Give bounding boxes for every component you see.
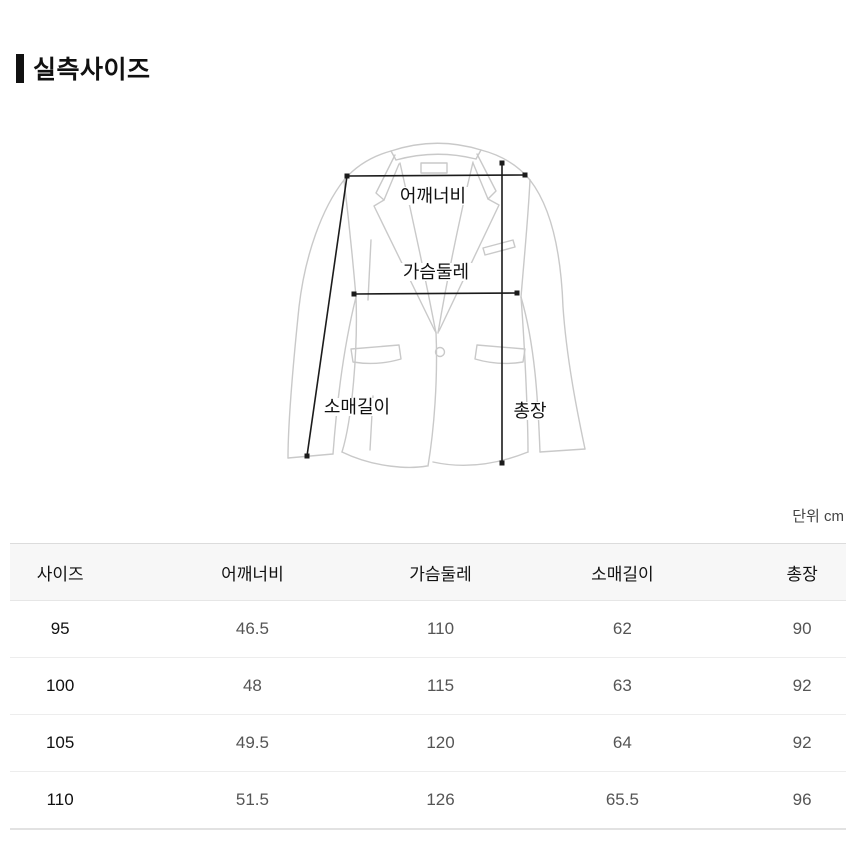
front-edge — [427, 331, 438, 467]
value-cell: 115 — [394, 657, 487, 715]
header-cell-length: 총장 — [758, 543, 846, 601]
marker — [522, 172, 528, 178]
value-cell: 51.5 — [110, 771, 395, 830]
hem-left-front — [341, 451, 428, 469]
marker — [499, 160, 505, 166]
table-header-row: 사이즈 어깨너비 가슴둘레 소매길이 총장 — [10, 543, 846, 601]
collar-end-left — [390, 150, 397, 161]
lapel-left-outer — [373, 199, 436, 332]
size-cell: 110 — [10, 771, 111, 830]
cuff-right — [539, 448, 586, 453]
value-cell: 92 — [758, 714, 846, 772]
value-cell: 62 — [486, 600, 759, 658]
measurement-lines — [306, 163, 526, 463]
size-cell: 100 — [10, 657, 111, 715]
value-cell: 126 — [394, 771, 487, 830]
sleeve-right-inner — [520, 296, 541, 453]
measurement-markers — [304, 160, 528, 466]
sleeve-length-label: 소매길이 — [324, 397, 390, 417]
table-row: 105 49.5 120 64 92 — [10, 714, 846, 772]
table-row: 95 46.5 110 62 90 — [10, 600, 846, 658]
table-row: 110 51.5 126 65.5 96 — [10, 771, 846, 830]
value-cell: 64 — [486, 714, 759, 772]
label-bg-sleeve — [322, 398, 392, 416]
header-cell-size: 사이즈 — [10, 543, 111, 601]
breast-pocket — [482, 239, 516, 256]
header-cell-sleeve: 소매길이 — [486, 543, 759, 601]
pocket-flap-left — [350, 344, 402, 365]
label-bg-chest — [400, 263, 472, 281]
value-cell: 96 — [758, 771, 846, 830]
garment-diagram: 어깨너비 가슴둘레 소매길이 총장 — [287, 142, 586, 469]
size-cell: 95 — [10, 600, 111, 658]
marker — [351, 291, 357, 297]
collar-brand-label — [420, 162, 448, 174]
size-cell: 105 — [10, 714, 111, 772]
size-table: 사이즈 어깨너비 가슴둘레 소매길이 총장 95 46.5 110 62 90 … — [10, 543, 846, 830]
marker — [304, 453, 310, 459]
lapel-left-roll — [399, 162, 437, 334]
jacket-outline — [287, 142, 586, 469]
marker — [514, 290, 520, 296]
chest-line — [353, 292, 518, 295]
label-backgrounds — [322, 187, 550, 420]
hem-right-front — [432, 451, 529, 466]
value-cell: 46.5 — [110, 600, 395, 658]
shoulder-width-label: 어깨너비 — [400, 186, 466, 206]
collar-end-right — [475, 149, 482, 160]
button — [434, 346, 446, 358]
sleeve-left-inner — [332, 296, 357, 455]
front-dart-upper — [367, 239, 372, 301]
collar-outer — [390, 142, 482, 152]
value-cell: 110 — [394, 600, 487, 658]
collar-point-right — [472, 153, 497, 200]
value-cell: 92 — [758, 657, 846, 715]
collar-point-left — [375, 154, 400, 201]
sleeve-length-line — [306, 175, 348, 457]
total-length-label: 총장 — [513, 401, 546, 421]
page-title: 실측사이즈 — [33, 56, 151, 84]
lapel-right-roll — [437, 161, 474, 334]
value-cell: 65.5 — [486, 771, 759, 830]
value-cell: 120 — [394, 714, 487, 772]
value-cell: 49.5 — [110, 714, 395, 772]
marker — [499, 460, 505, 466]
value-cell: 63 — [486, 657, 759, 715]
value-cell: 90 — [758, 600, 846, 658]
unit-label: 단위 cm — [792, 508, 844, 525]
side-seam-left — [341, 296, 358, 453]
marker — [344, 173, 350, 179]
pocket-flap-right — [474, 344, 526, 365]
collar-inner — [395, 153, 477, 161]
shoulder-width-line — [346, 174, 526, 177]
value-cell: 48 — [110, 657, 395, 715]
armhole-right — [520, 179, 531, 298]
measurement-labels: 어깨너비 가슴둘레 소매길이 총장 — [324, 186, 547, 421]
sleeve-right-outer — [529, 179, 586, 450]
header-cell-shoulder: 어깨너비 — [110, 543, 395, 601]
label-bg-shoulder — [397, 187, 469, 205]
table-row: 100 48 115 63 92 — [10, 657, 846, 715]
label-bg-length — [511, 402, 550, 420]
title-accent-bar — [16, 53, 24, 83]
sleeve-left-outer — [287, 179, 345, 459]
armhole-left — [343, 179, 357, 298]
header-cell-chest: 가슴둘레 — [394, 543, 487, 601]
side-seam-right — [520, 296, 529, 453]
section-title-row: 실측사이즈 — [16, 50, 151, 86]
cuff-left — [287, 453, 334, 459]
lapel-right-outer — [438, 198, 500, 332]
chest-label: 가슴둘레 — [403, 262, 469, 282]
